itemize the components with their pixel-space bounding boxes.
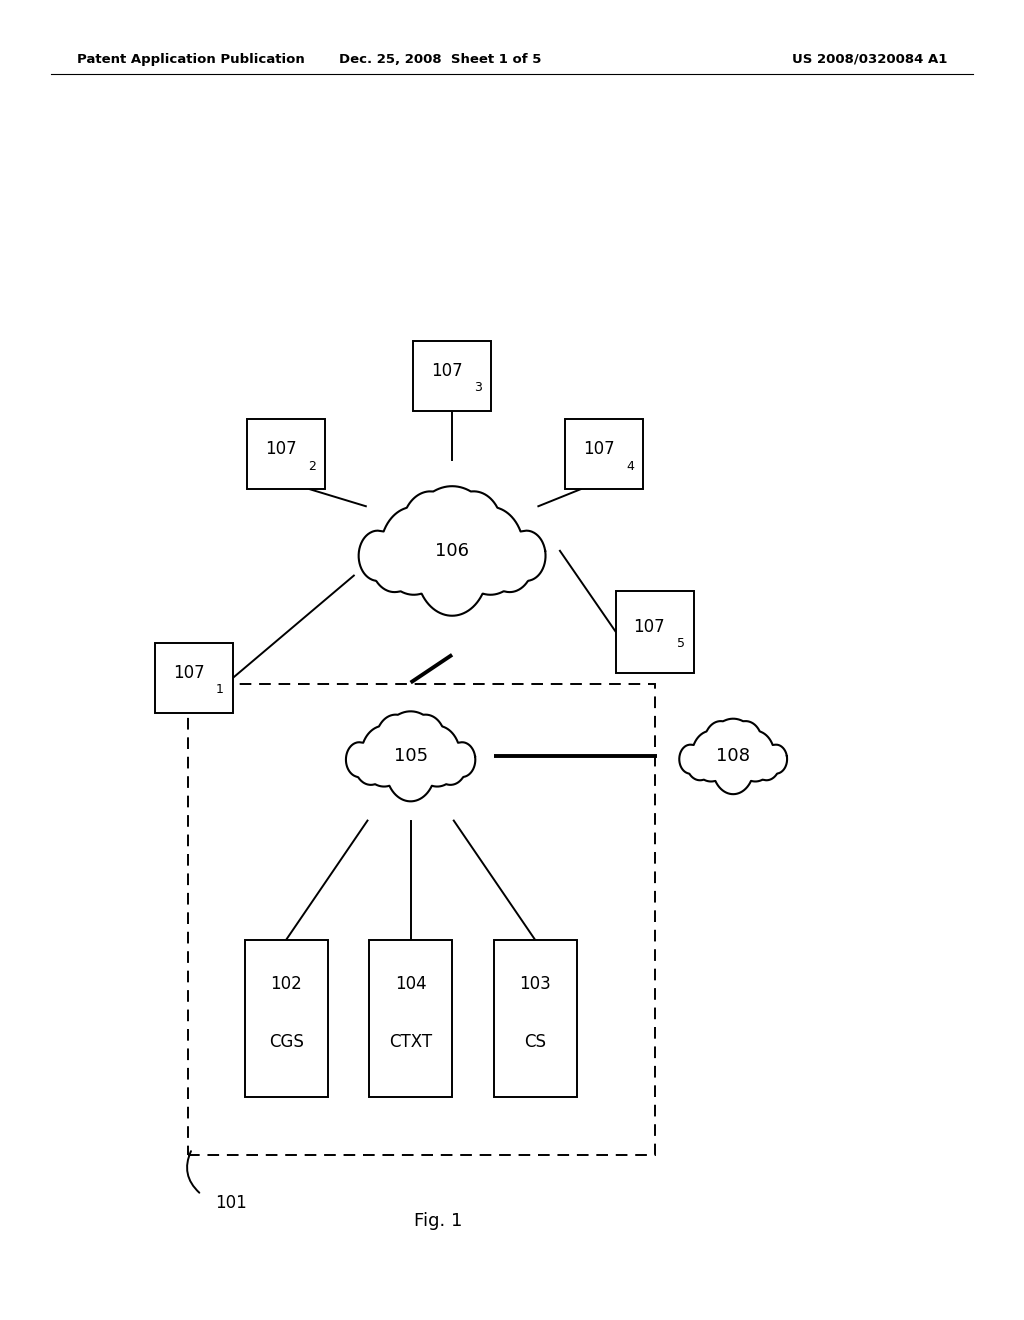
- Text: CGS: CGS: [268, 1032, 304, 1051]
- Circle shape: [346, 742, 373, 777]
- Text: 107: 107: [265, 441, 297, 458]
- Text: Patent Application Publication: Patent Application Publication: [77, 53, 304, 66]
- Circle shape: [379, 711, 442, 793]
- Circle shape: [371, 529, 419, 593]
- Text: CTXT: CTXT: [389, 1032, 432, 1051]
- Circle shape: [507, 531, 546, 581]
- Text: 4: 4: [626, 459, 634, 473]
- Text: 2: 2: [308, 459, 316, 473]
- Text: 107: 107: [173, 664, 205, 682]
- Circle shape: [765, 744, 787, 774]
- Text: 5: 5: [677, 638, 685, 651]
- Circle shape: [705, 721, 737, 764]
- Text: 104: 104: [395, 974, 426, 993]
- Text: 103: 103: [519, 974, 551, 993]
- Text: 107: 107: [583, 441, 614, 458]
- Circle shape: [434, 742, 467, 785]
- Circle shape: [707, 718, 760, 788]
- Text: 106: 106: [435, 541, 469, 560]
- Text: 105: 105: [393, 747, 428, 766]
- Bar: [187, 684, 655, 1155]
- Circle shape: [679, 744, 701, 774]
- Circle shape: [449, 742, 475, 777]
- Circle shape: [686, 744, 714, 780]
- Text: 102: 102: [270, 974, 302, 993]
- Text: 1: 1: [216, 684, 224, 696]
- Circle shape: [406, 714, 445, 767]
- Text: 108: 108: [716, 747, 751, 766]
- Polygon shape: [346, 711, 475, 801]
- Bar: [565, 420, 643, 490]
- Circle shape: [354, 742, 387, 785]
- Circle shape: [729, 721, 762, 764]
- Text: Fig. 1: Fig. 1: [414, 1212, 463, 1230]
- Polygon shape: [679, 718, 787, 795]
- Text: 107: 107: [634, 618, 666, 636]
- Text: US 2008/0320084 A1: US 2008/0320084 A1: [792, 53, 947, 66]
- Circle shape: [753, 744, 780, 780]
- Bar: [369, 940, 453, 1097]
- Circle shape: [416, 521, 488, 615]
- Circle shape: [401, 491, 460, 566]
- Text: 107: 107: [431, 362, 463, 380]
- Bar: [247, 420, 326, 490]
- Text: 101: 101: [215, 1195, 247, 1212]
- Circle shape: [457, 507, 524, 595]
- Bar: [155, 643, 233, 713]
- Text: 3: 3: [474, 381, 482, 395]
- Circle shape: [407, 486, 498, 606]
- Circle shape: [358, 531, 397, 581]
- Bar: [413, 341, 492, 411]
- Bar: [245, 940, 328, 1097]
- Circle shape: [444, 491, 503, 566]
- Circle shape: [713, 739, 754, 795]
- Polygon shape: [358, 486, 546, 615]
- Circle shape: [736, 731, 775, 781]
- Circle shape: [691, 731, 730, 781]
- Text: CS: CS: [524, 1032, 546, 1051]
- Circle shape: [360, 726, 408, 787]
- Text: Dec. 25, 2008  Sheet 1 of 5: Dec. 25, 2008 Sheet 1 of 5: [339, 53, 542, 66]
- Bar: [615, 590, 694, 673]
- Circle shape: [485, 529, 534, 593]
- Circle shape: [386, 737, 435, 801]
- Circle shape: [376, 714, 416, 767]
- Bar: [494, 940, 577, 1097]
- Circle shape: [414, 726, 461, 787]
- Circle shape: [380, 507, 447, 595]
